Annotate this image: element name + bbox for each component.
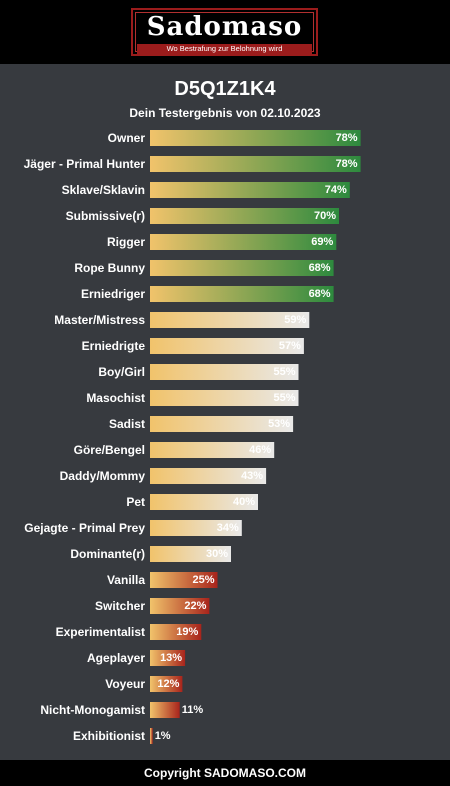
category-label-sklave-sklavin: Sklave/Sklavin [62, 183, 145, 197]
value-label-erniedrigte: 57% [279, 340, 301, 352]
value-label-nicht-monogamist: 11% [182, 704, 204, 716]
bar-vanilla [150, 572, 218, 588]
category-label-submissive-r: Submissive(r) [66, 209, 145, 223]
value-label-submissive-r: 70% [314, 210, 336, 222]
bar-daddy-mommy [150, 468, 267, 484]
category-label-rope-bunny: Rope Bunny [74, 261, 145, 275]
category-label-nicht-monogamist: Nicht-Monogamist [40, 703, 145, 717]
category-label-vanilla: Vanilla [107, 573, 145, 587]
results-bar-chart: Owner 78% Jäger - Primal Hunter 78% Sklave/S… [24, 130, 361, 744]
logo-tagline: Wo Bestrafung zur Belohnung wird [137, 44, 312, 54]
category-label-masochist: Masochist [86, 391, 145, 405]
bar-gejagte-primal-prey [150, 520, 242, 536]
category-label-owner: Owner [108, 131, 146, 145]
value-label-owner: 78% [336, 132, 358, 144]
value-label-g-re-bengel: 46% [249, 444, 271, 456]
category-label-ageplayer: Ageplayer [87, 651, 145, 665]
bar-voyeur [150, 676, 183, 692]
value-label-experimentalist: 19% [176, 626, 198, 638]
result-subtitle: Dein Testergebnis von 02.10.2023 [129, 106, 321, 120]
site-logo[interactable]: Sadomaso Wo Bestrafung zur Belohnung wir… [131, 8, 318, 56]
category-label-rigger: Rigger [107, 235, 145, 249]
value-label-ageplayer: 13% [160, 652, 182, 664]
bar-nicht-monogamist [150, 702, 180, 718]
value-label-daddy-mommy: 43% [241, 470, 263, 482]
value-label-gejagte-primal-prey: 34% [217, 522, 239, 534]
bar-sadist [150, 416, 294, 432]
value-label-rigger: 69% [311, 236, 333, 248]
category-label-switcher: Switcher [95, 599, 145, 613]
value-label-dominante-r: 30% [206, 548, 228, 560]
bar-experimentalist [150, 624, 202, 640]
value-label-sadist: 53% [268, 418, 290, 430]
category-label-pet: Pet [126, 495, 145, 509]
value-label-sklave-sklavin: 74% [325, 184, 347, 196]
bar-owner [150, 130, 361, 146]
bar-master-mistress [150, 312, 310, 328]
category-label-experimentalist: Experimentalist [56, 625, 145, 639]
category-label-voyeur: Voyeur [105, 677, 145, 691]
bar-pet [150, 494, 258, 510]
value-label-pet: 40% [233, 496, 255, 508]
category-label-g-re-bengel: Göre/Bengel [74, 443, 145, 457]
bar-exhibitionist [150, 728, 153, 744]
bar-g-re-bengel [150, 442, 275, 458]
value-label-master-mistress: 59% [284, 314, 306, 326]
bar-boy-girl [150, 364, 299, 380]
bar-sklave-sklavin [150, 182, 350, 198]
value-label-vanilla: 25% [192, 574, 214, 586]
bar-j-ger-primal-hunter [150, 156, 361, 172]
bar-rigger [150, 234, 337, 250]
value-label-masochist: 55% [273, 392, 295, 404]
category-label-sadist: Sadist [109, 417, 145, 431]
bar-dominante-r [150, 546, 231, 562]
value-label-boy-girl: 55% [273, 366, 295, 378]
value-label-erniedriger: 68% [309, 288, 331, 300]
bar-switcher [150, 598, 210, 614]
value-label-j-ger-primal-hunter: 78% [336, 158, 358, 170]
bar-submissive-r [150, 208, 339, 224]
footer-copyright: Copyright SADOMASO.COM [0, 760, 450, 786]
category-label-boy-girl: Boy/Girl [98, 365, 145, 379]
category-label-daddy-mommy: Daddy/Mommy [60, 469, 146, 483]
bar-ageplayer [150, 650, 186, 666]
bar-erniedrigte [150, 338, 304, 354]
category-label-j-ger-primal-hunter: Jäger - Primal Hunter [24, 157, 146, 171]
category-label-erniedriger: Erniedriger [81, 287, 145, 301]
category-label-master-mistress: Master/Mistress [54, 313, 145, 327]
value-label-switcher: 22% [184, 600, 206, 612]
value-label-voyeur: 12% [157, 678, 179, 690]
category-label-exhibitionist: Exhibitionist [73, 729, 145, 743]
value-label-exhibitionist: 1% [155, 730, 171, 742]
category-label-gejagte-primal-prey: Gejagte - Primal Prey [24, 521, 145, 535]
category-label-dominante-r: Dominante(r) [70, 547, 145, 561]
bar-erniedriger [150, 286, 334, 302]
bar-masochist [150, 390, 299, 406]
header-bar: Sadomaso Wo Bestrafung zur Belohnung wir… [0, 0, 450, 64]
logo-wordmark: Sadomaso [146, 12, 303, 42]
bar-rope-bunny [150, 260, 334, 276]
value-label-rope-bunny: 68% [309, 262, 331, 274]
category-label-erniedrigte: Erniedrigte [82, 339, 146, 353]
result-title: D5Q1Z1K4 [174, 78, 276, 100]
